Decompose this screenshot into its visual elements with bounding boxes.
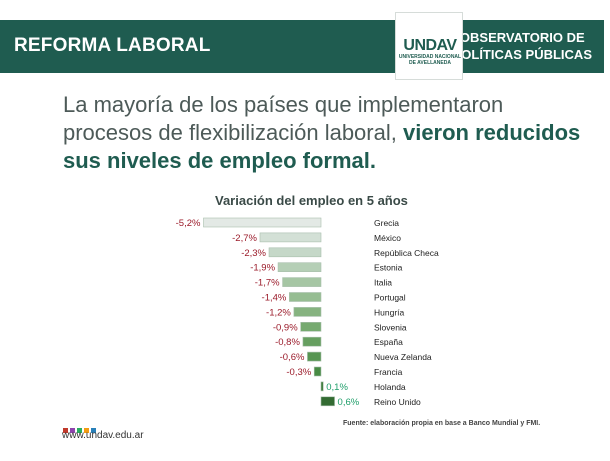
bar-2 — [268, 247, 322, 258]
category-label-11: Holanda — [374, 382, 406, 392]
observatory-line-1: OBSERVATORIO DE — [459, 30, 585, 45]
value-label-9: -0,6% — [280, 352, 305, 363]
brand-dot — [84, 428, 89, 433]
bar-1 — [259, 232, 322, 243]
value-label-3: -1,9% — [250, 263, 275, 274]
category-label-10: Francia — [374, 367, 403, 377]
bar-5 — [289, 292, 322, 302]
bar-6 — [293, 307, 322, 317]
observatory-title: OBSERVATORIO DE POLÍTICAS PÚBLICAS — [453, 29, 592, 63]
observatory-line-2: POLÍTICAS PÚBLICAS — [452, 47, 592, 62]
value-label-12: 0,6% — [338, 397, 360, 408]
category-label-5: Portugal — [374, 293, 406, 303]
employment-bar-chart: -5,2% Grecia -2,7% México -2,3% República Che… — [176, 217, 439, 408]
headline-emphasis: vieron reducidos sus niveles de empleo f… — [63, 120, 581, 173]
footer-url[interactable]: www.undav.edu.ar — [62, 430, 144, 441]
value-label-6: -1,2% — [266, 307, 291, 318]
brand-dot — [63, 428, 68, 433]
value-label-7: -0,9% — [273, 322, 298, 333]
headline-period: . — [369, 148, 377, 173]
category-label-7: Slovenia — [374, 322, 407, 332]
category-label-12: Reino Unido — [374, 397, 421, 407]
logo-subtitle: UNIVERSIDAD NACIONAL DE AVELLANEDA — [398, 54, 462, 66]
bar-12 — [320, 396, 335, 407]
bar-4 — [282, 277, 322, 287]
value-label-4: -1,7% — [255, 278, 280, 289]
category-label-2: República Checa — [374, 248, 439, 258]
chart-title: Variación del empleo en 5 años — [215, 193, 408, 208]
section-title: REFORMA LABORAL — [14, 35, 211, 56]
category-label-6: Hungría — [374, 307, 405, 317]
value-label-5: -1,4% — [262, 293, 287, 304]
category-label-4: Italia — [374, 278, 392, 288]
bar-9 — [307, 351, 322, 362]
category-label-1: México — [374, 233, 401, 243]
value-label-2: -2,3% — [241, 248, 266, 259]
value-label-8: -0,8% — [275, 337, 300, 348]
category-label-3: Estonia — [374, 263, 403, 273]
header-bar: REFORMA LABORAL OBSERVATORIO DE POLÍTICA… — [0, 20, 604, 73]
source-note: Fuente: elaboración propia en base a Ban… — [343, 420, 541, 427]
undav-logo: UNDAV UNIVERSIDAD NACIONAL DE AVELLANEDA — [395, 12, 463, 80]
bar-0 — [203, 217, 322, 228]
brand-dot — [77, 428, 82, 433]
value-label-10: -0,3% — [286, 367, 311, 378]
bar-8 — [302, 336, 322, 347]
value-label-1: -2,7% — [232, 233, 257, 244]
headline-part-1: La mayoría de los países que implementar… — [63, 92, 504, 145]
bar-7 — [300, 322, 322, 332]
category-label-8: España — [374, 337, 403, 347]
brand-dots — [63, 420, 98, 438]
bar-3 — [277, 262, 322, 273]
brand-dot — [70, 428, 75, 433]
headline: La mayoría de los países que implementar… — [63, 91, 583, 175]
value-label-0: -5,2% — [176, 218, 201, 229]
value-label-11: 0,1% — [326, 382, 348, 393]
bar-11 — [320, 381, 324, 392]
category-label-9: Nueva Zelanda — [374, 352, 432, 362]
logo-mark: UNDAV — [403, 37, 457, 54]
brand-dot — [91, 428, 96, 433]
category-label-0: Grecia — [374, 218, 399, 228]
bar-10 — [313, 366, 322, 377]
